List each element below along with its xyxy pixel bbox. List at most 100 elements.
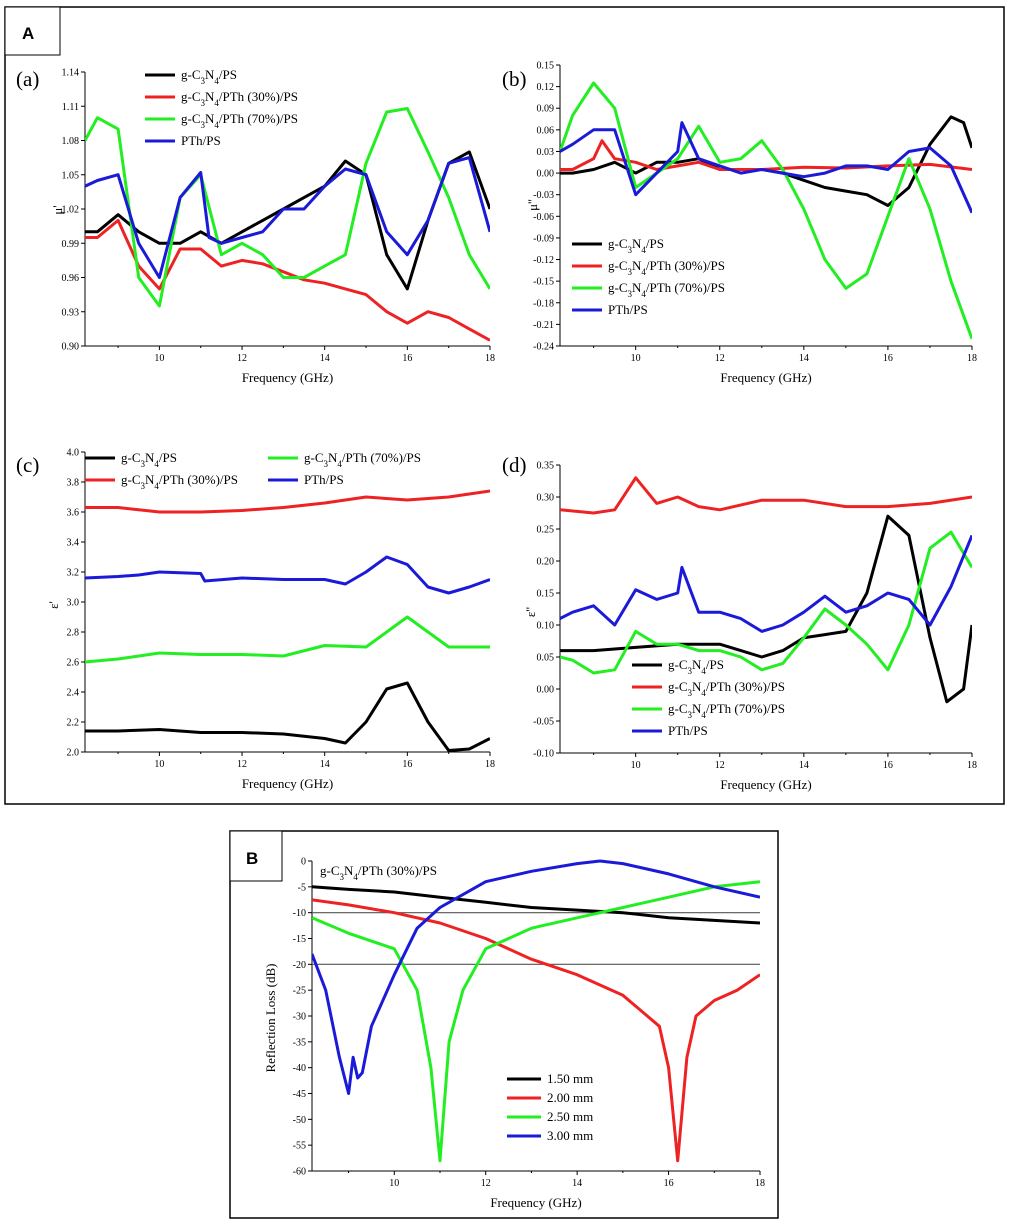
y-tick-label: 3.4 (67, 538, 80, 549)
series-line-blue (312, 859, 760, 1095)
y-tick-label: -0.12 (533, 255, 554, 266)
y-tick-label: 0.05 (537, 653, 555, 664)
y-axis-label: μ' (50, 205, 65, 214)
series-line-red (560, 476, 972, 515)
panel-label: (d) (502, 453, 527, 477)
y-tick-label: 0.09 (537, 104, 555, 115)
y-tick-label: 0.90 (62, 342, 80, 353)
chart-a: 10 12 14 16 18 0.90 0.93 0.96 0.99 1.02 1.05 1.08 1.… (16, 67, 495, 385)
x-tick-label: 18 (485, 759, 495, 770)
y-tick-label: 1.14 (62, 68, 80, 79)
y-tick-label: -0.05 (533, 717, 554, 728)
series-line-red (85, 218, 490, 342)
y-axis-label: ε' (46, 601, 61, 609)
y-tick-label: 2.0 (67, 748, 80, 759)
y-tick-label: 0.30 (537, 493, 555, 504)
panel-label: (b) (502, 67, 527, 91)
y-tick-label: 3.6 (67, 508, 80, 519)
legend-label: g-C3N4/PS (668, 657, 724, 676)
series-line-blue (560, 534, 972, 633)
legend-label: g-C3N4/PTh (30%)/PS (181, 89, 298, 108)
series-line-red (85, 489, 490, 514)
series-line-green (85, 615, 490, 664)
legend-label: 2.50 mm (547, 1109, 593, 1124)
y-tick-label: 0.12 (537, 82, 555, 93)
x-tick-label: 10 (631, 353, 641, 364)
y-tick-label: -0.21 (533, 320, 554, 331)
y-tick-label: 2.6 (67, 658, 80, 669)
annotation: g-C3N4/PTh (30%)/PS (320, 863, 437, 882)
x-axis-label: Frequency (GHz) (720, 777, 811, 792)
series-line-green (560, 530, 972, 675)
series-line-blue (85, 156, 490, 279)
legend-label: PTh/PS (608, 302, 648, 317)
legend: g-C3N4/PS g-C3N4/PTh (70%)/PS g-C3N4/PTh (… (85, 450, 421, 491)
y-tick-label: -40 (293, 1063, 306, 1074)
series-line-green (312, 880, 760, 1163)
chart-d: 10 12 14 16 18 0.35 0.30 0.25 0.20 0.15 0.10 0.05 0.… (502, 453, 977, 792)
y-tick-label: -50 (293, 1115, 306, 1126)
y-tick-label: -30 (293, 1012, 306, 1023)
panel-label: (a) (16, 67, 39, 91)
x-tick-label: 12 (481, 1178, 491, 1189)
y-tick-label: 0.93 (62, 307, 80, 318)
x-tick-label: 18 (485, 353, 495, 364)
legend-label: g-C3N4/PS (121, 450, 177, 469)
y-tick-label: -0.03 (533, 190, 554, 201)
y-axis-label: Reflection Loss (dB) (263, 963, 278, 1072)
y-tick-label: -15 (293, 934, 306, 945)
frame-b-label: B (246, 849, 258, 868)
y-tick-label: 3.2 (67, 568, 80, 579)
y-tick-label: 0.96 (62, 273, 80, 284)
x-tick-label: 10 (154, 353, 164, 364)
y-tick-label: -0.24 (533, 342, 554, 353)
y-tick-label: 1.11 (62, 102, 79, 113)
legend: 1.50 mm 2.00 mm 2.50 mm 3.00 mm (507, 1071, 593, 1143)
frame-a-label-box (4, 6, 61, 56)
chart-B: 10 12 14 16 18 0 -5 -10 -15 -20 -25 -30 -35 -40 -45 -50… (263, 857, 765, 1211)
y-tick-label: -0.18 (533, 298, 554, 309)
x-tick-label: 10 (154, 759, 164, 770)
x-tick-label: 12 (237, 353, 247, 364)
series-line-black (312, 885, 760, 925)
y-tick-label: 0.10 (537, 621, 555, 632)
series-line-black (85, 681, 490, 752)
panel-label: (c) (16, 453, 39, 477)
y-tick-label: -35 (293, 1037, 306, 1048)
legend-label: PTh/PS (668, 723, 708, 738)
y-tick-label: -55 (293, 1141, 306, 1152)
chart-b: 10 12 14 16 18 0.15 0.12 0.09 0.06 0.03 0.00 -0.03 -… (502, 61, 977, 386)
chart-c: 10 12 14 16 18 2.0 2.2 2.4 2.6 2.8 3.0 3.2 3.4 3.6 3.8… (16, 448, 495, 792)
series-line-blue (560, 121, 972, 214)
y-tick-label: -20 (293, 960, 306, 971)
y-tick-label: -25 (293, 986, 306, 997)
y-tick-label: 0.25 (537, 525, 555, 536)
y-tick-label: 1.05 (62, 170, 80, 181)
x-axis-label: Frequency (GHz) (242, 370, 333, 385)
legend-label: g-C3N4/PTh (70%)/PS (608, 280, 725, 299)
legend: g-C3N4/PS g-C3N4/PTh (30%)/PS g-C3N4/PTh (… (632, 657, 785, 738)
y-tick-label: 0.15 (537, 589, 555, 600)
y-tick-label: -0.15 (533, 277, 554, 288)
y-tick-label: -5 (298, 882, 306, 893)
legend-label: g-C3N4/PTh (70%)/PS (304, 450, 421, 469)
y-tick-label: 0.03 (537, 147, 555, 158)
x-tick-label: 10 (389, 1178, 399, 1189)
y-tick-label: 0.20 (537, 557, 555, 568)
series-line-blue (85, 555, 490, 595)
frame-b-label-box (229, 830, 283, 882)
y-tick-label: 0.99 (62, 239, 80, 250)
y-tick-label: 0.35 (537, 461, 555, 472)
x-tick-label: 16 (883, 353, 893, 364)
y-tick-label: 0.06 (537, 125, 555, 136)
legend-label: g-C3N4/PTh (30%)/PS (668, 679, 785, 698)
legend-label: 3.00 mm (547, 1128, 593, 1143)
legend-label: g-C3N4/PTh (70%)/PS (181, 111, 298, 130)
y-tick-label: 1.02 (62, 205, 80, 216)
x-tick-label: 12 (237, 759, 247, 770)
x-tick-label: 12 (715, 760, 725, 771)
y-tick-label: -45 (293, 1089, 306, 1100)
legend-label: 2.00 mm (547, 1090, 593, 1105)
y-tick-label: 2.2 (67, 718, 80, 729)
x-tick-label: 14 (320, 353, 330, 364)
